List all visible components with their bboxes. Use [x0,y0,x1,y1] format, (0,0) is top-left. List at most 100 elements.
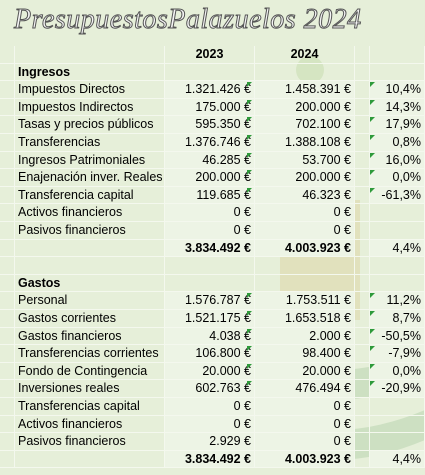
undefined [355,134,370,152]
change: 14,3% [370,98,425,117]
change: 11,2% [370,292,425,310]
header: 2023 [165,46,255,64]
undefined [0,380,15,398]
undefined [15,257,165,275]
change: 17,9% [370,116,425,134]
value-2024: 1.653.518 € [255,310,355,328]
value-2024: 1.753.511 € [255,292,355,310]
value-2023: 2.929 € [165,433,255,451]
undefined [0,433,15,451]
comment-marker [370,117,375,123]
value-2024: 0 € [255,433,355,451]
value-2024: 1.458.391 € [255,81,355,99]
row-label: Impuestos Directos [15,81,165,99]
value-2024: 702.100 € [255,116,355,134]
row-label: Activos financieros [15,415,165,434]
undefined [355,239,370,258]
value-2023: 20.000 € [165,362,255,381]
row-label: Tasas y precios públicos [15,116,165,134]
undefined [0,345,15,363]
comment-marker [247,170,252,176]
undefined [355,98,370,117]
undefined [255,63,355,82]
value-2024: 476.494 € [255,380,355,398]
row-label: Enajenación inver. Reales [15,169,165,187]
comment-marker [370,135,375,140]
value-2024: 53.700 € [255,151,355,170]
comment-marker [247,187,252,193]
undefined [0,46,15,64]
value-2023: 200.000 € [165,169,255,187]
undefined [355,63,370,82]
value-2024: 1.388.108 € [255,134,355,152]
comment-marker [247,346,252,352]
undefined [370,204,425,222]
sheet-title: PresupuestosPalazuelos 2024 [14,4,362,36]
undefined [370,63,425,82]
value-2023: 1.376.746 € [165,134,255,152]
undefined [0,292,15,310]
undefined [355,257,370,275]
undefined [0,98,15,117]
undefined [0,151,15,170]
value-2024: 0 € [255,398,355,416]
change: -7,9% [370,345,425,363]
change: 0,0% [370,362,425,381]
comment-marker [247,381,252,387]
change: -20,9% [370,380,425,398]
undefined [0,274,15,293]
undefined [355,327,370,346]
undefined [165,63,255,82]
undefined [0,450,15,469]
undefined [355,310,370,328]
undefined [355,292,370,310]
value-2023: 1.321.426 € [165,81,255,99]
comment-marker [370,311,375,316]
value-2024: 2.000 € [255,327,355,346]
total-2024: 4.003.923 € [255,239,355,258]
undefined [355,398,370,416]
value-2023: 0 € [165,398,255,416]
section-title: Ingresos [15,63,165,82]
row-label: Ingresos Patrimoniales [15,151,165,170]
comment-marker [370,170,375,176]
row-label: Personal [15,292,165,310]
row-label: Pasivos financieros [15,433,165,451]
value-2023: 46.285 € [165,151,255,170]
value-2023: 0 € [165,415,255,434]
undefined [355,169,370,187]
value-2023: 106.800 € [165,345,255,363]
value-2024: 200.000 € [255,169,355,187]
total-2023: 3.834.492 € [165,450,255,469]
value-2024: 98.400 € [255,345,355,363]
value-2024: 20.000 € [255,362,355,381]
undefined [355,222,370,240]
undefined [0,81,15,99]
undefined [255,257,355,275]
undefined [0,204,15,222]
change: 16,0% [370,151,425,170]
undefined [355,151,370,170]
undefined [370,415,425,434]
comment-marker [247,328,252,334]
total-change: 4,4% [370,450,425,469]
value-2023: 1.576.787 € [165,292,255,310]
undefined [165,257,255,275]
undefined [370,46,425,64]
section-title: Gastos [15,274,165,293]
value-2023: 4.038 € [165,327,255,346]
value-2023: 595.350 € [165,116,255,134]
undefined [355,46,370,64]
comment-marker [370,152,375,158]
undefined [370,398,425,416]
undefined [355,116,370,134]
undefined [355,204,370,222]
undefined [370,433,425,451]
undefined [0,116,15,134]
comment-marker [247,311,252,316]
row-label: Fondo de Contingencia [15,362,165,381]
row-label: Transferencias corrientes [15,345,165,363]
row-label: Activos financieros [15,204,165,222]
undefined [370,274,425,293]
